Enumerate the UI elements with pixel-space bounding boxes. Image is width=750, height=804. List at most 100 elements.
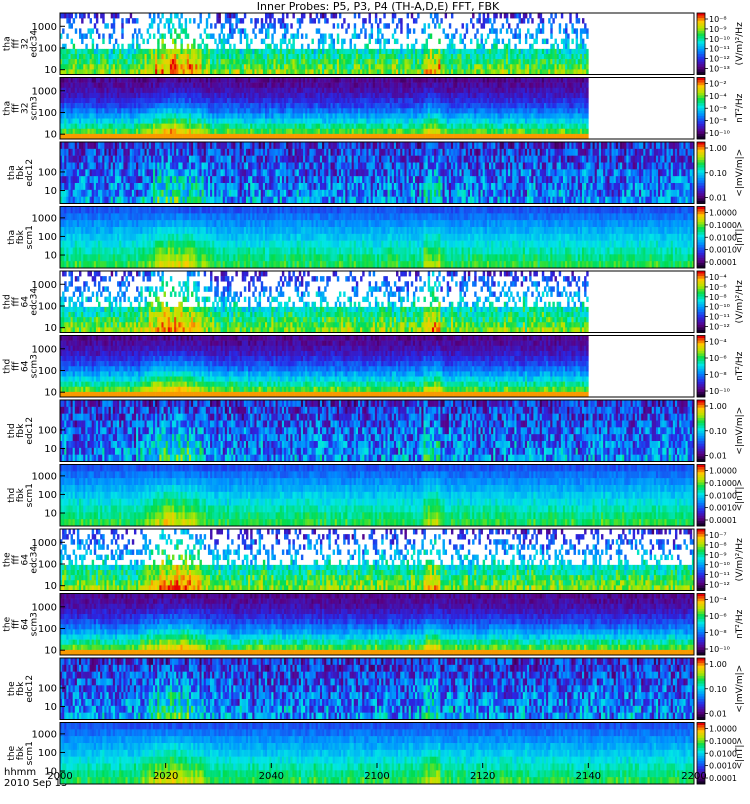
panels: 100010010thafff32edc3410⁻⁸10⁻⁹10⁻¹⁰10⁻¹¹… [3, 13, 746, 784]
panel-10: 100010010thefff64scm310⁻⁴10⁻⁶10⁻⁸10⁻¹⁰nT… [3, 594, 746, 657]
colorbar-tick-label: 0.0001 [709, 774, 737, 783]
colorbar-unit-label: (V/m)²/Hz [735, 22, 745, 65]
colorbar-tick-label: 10⁻⁸ [709, 371, 727, 380]
y-tick-label: 100 [38, 624, 57, 635]
colorbar-tick-label: 10⁻¹³ [709, 65, 730, 74]
x-tick-label: 2100 [364, 771, 389, 782]
colorbar-tick-label: 10⁻¹⁰ [709, 129, 730, 138]
colorbar-unit-label: <|nT|> [735, 221, 745, 253]
panel-1: 100010010thafff32edc3410⁻⁸10⁻⁹10⁻¹⁰10⁻¹¹… [3, 13, 746, 76]
colorbar-tick-label: 0.0001 [709, 516, 737, 525]
colorbar-tick-label: 10⁻⁶ [709, 612, 727, 621]
panel-label: thafff32edc34 [3, 30, 40, 58]
colorbar-tick-label: 0.0100 [709, 491, 737, 500]
colorbar-tick-label: 10⁻⁴ [709, 338, 727, 347]
panel-label: thefff64scm3 [3, 612, 40, 636]
colorbar-unit-label: <|nT|> [735, 479, 745, 511]
colorbar-tick-label: 0.1000 [709, 479, 737, 488]
colorbar-unit-label: (V/m)²/Hz [735, 280, 745, 323]
colorbar-unit-label: (V/m)²/Hz [735, 538, 745, 581]
colorbar-tick-label: 10⁻⁴ [709, 92, 727, 101]
y-tick-label: 10 [44, 323, 57, 334]
y-tick-label: 100 [38, 683, 57, 694]
x-tick-label: 2020 [153, 771, 178, 782]
colorbar-tick-label: 1.0000 [709, 467, 737, 476]
colorbar-tick-label: 0.01 [709, 194, 727, 203]
y-tick-label: 10 [44, 509, 57, 520]
colorbar-tick-label: 10⁻⁸ [709, 629, 727, 638]
y-tick-label: 10 [44, 251, 57, 262]
y-tick-label: 10 [44, 65, 57, 76]
spectrogram-cells [60, 594, 694, 656]
x-tick-label: 2120 [470, 771, 495, 782]
panel-label: thdfff64scm3 [3, 354, 40, 378]
colorbar-tick-label: 0.0100 [709, 233, 737, 242]
panel-9: 100010010thefff64edc3410⁻⁷10⁻⁸10⁻⁹10⁻¹⁰1… [3, 529, 746, 592]
y-tick-label: 10 [44, 444, 57, 455]
x-tick-label: 2140 [576, 771, 601, 782]
panel-label: thdfff64edc34 [3, 288, 40, 316]
colorbar-tick-label: 10⁻¹⁰ [709, 561, 730, 570]
colorbar-tick-label: 10⁻⁶ [709, 354, 727, 363]
colorbar-tick-label: 10⁻⁴ [709, 596, 727, 605]
colorbar-tick-label: 0.0001 [709, 258, 737, 267]
colorbar-unit-label: <|mV/m|> [735, 149, 745, 197]
spectrogram-cells [60, 336, 589, 398]
colorbar-tick-label: 0.01 [709, 452, 727, 461]
spectrogram-cells [60, 400, 694, 462]
colorbar-tick-label: 0.10 [709, 169, 727, 178]
y-tick-label: 1000 [32, 86, 57, 97]
colorbar-tick-label: 0.0010 [709, 246, 737, 255]
y-tick-label: 100 [38, 43, 57, 54]
spectrogram-cells [60, 658, 694, 720]
colorbar-tick-label: 1.0000 [709, 725, 737, 734]
y-tick-label: 100 [38, 108, 57, 119]
colorbar: 1.00 0.10 0.01 <|mV/m|> [697, 142, 745, 204]
panel-8: 100010010thdfbkscm11.00000.10000.01000.0… [7, 465, 745, 527]
colorbar-tick-label: 10⁻¹² [709, 323, 730, 332]
colorbar-tick-label: 10⁻⁶ [709, 283, 727, 292]
y-tick-label: 1000 [32, 729, 57, 740]
colorbar-unit-label: <|mV/m|> [735, 665, 745, 713]
colorbar-tick-label: 0.1000 [709, 737, 737, 746]
panel-label: thdfbkscm1 [7, 483, 35, 507]
colorbar-tick-label: 0.10 [709, 427, 727, 436]
colorbar-tick-label: 10⁻⁸ [709, 117, 727, 126]
colorbar-tick-label: 0.10 [709, 685, 727, 694]
panel-4: 100010010thafbkscm11.00000.10000.01000.0… [7, 207, 745, 269]
colorbar-tick-label: 10⁻⁸ [709, 541, 727, 550]
y-tick-label: 10 [44, 388, 57, 399]
colorbar-tick-label: 10⁻⁴ [709, 273, 727, 282]
panel-label: thafbkscm1 [7, 225, 35, 249]
colorbar-tick-label: 10⁻⁹ [709, 551, 727, 560]
time-axis-label: hhmm [4, 767, 36, 778]
colorbar: 1.000.100.01<|mV/m|> [697, 400, 745, 462]
panel-label: thefff64edc34 [3, 546, 40, 574]
y-tick-label: 10 [44, 646, 57, 657]
colorbar-tick-label: 10⁻² [709, 80, 727, 89]
y-tick-label: 10 [44, 702, 57, 713]
colorbar-unit-label: nT²/Hz [735, 609, 745, 639]
colorbar-tick-label: 10⁻⁷ [709, 531, 727, 540]
colorbar-tick-label: 0.01 [709, 710, 727, 719]
colorbar-tick-label: 10⁻¹² [709, 55, 730, 64]
panel-5: 100010010thdfff64edc3410⁻⁴10⁻⁶10⁻⁸10⁻¹⁰1… [3, 271, 746, 334]
y-tick-label: 10 [44, 130, 57, 141]
y-tick-label: 10 [44, 186, 57, 197]
colorbar-tick-label: 0.1000 [709, 221, 737, 230]
colorbar-tick-label: 10⁻⁹ [709, 25, 727, 34]
y-tick-label: 100 [38, 425, 57, 436]
x-tick-label: 2000 [47, 771, 72, 782]
colorbar-tick-label: 10⁻¹¹ [709, 571, 730, 580]
colorbar-tick-label: 1.00 [709, 144, 727, 153]
colorbar-tick-label: 10⁻¹¹ [709, 313, 730, 322]
